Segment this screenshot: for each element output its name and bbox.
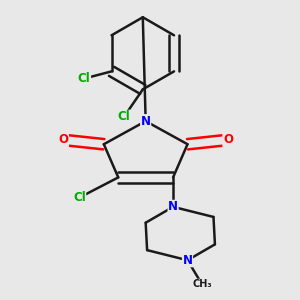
- Text: N: N: [182, 254, 193, 267]
- Text: Cl: Cl: [118, 110, 130, 123]
- Text: Cl: Cl: [78, 72, 91, 85]
- Text: CH₃: CH₃: [192, 279, 212, 289]
- Text: N: N: [168, 200, 178, 213]
- Text: N: N: [141, 115, 151, 128]
- Text: O: O: [58, 134, 68, 146]
- Text: O: O: [223, 134, 233, 146]
- Text: Cl: Cl: [73, 191, 86, 204]
